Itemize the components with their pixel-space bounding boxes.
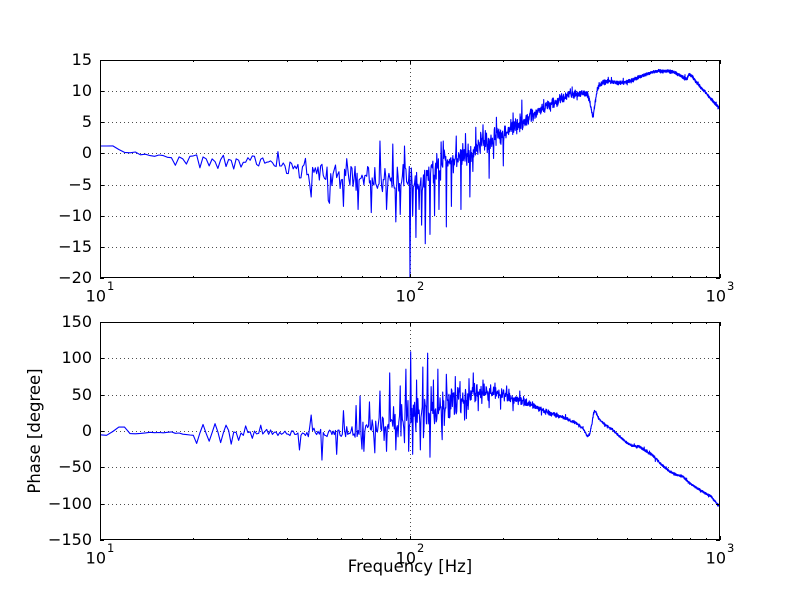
magnitude-axes — [100, 60, 721, 279]
x-tick-base: 10 — [395, 286, 417, 306]
magnitude-trace — [100, 68, 720, 278]
x-tick-exponent: 3 — [727, 541, 735, 556]
x-tick-base: 10 — [85, 286, 107, 306]
y-tick-label: 0 — [81, 421, 92, 440]
x-tick-label: 102 — [378, 541, 442, 568]
y-tick-label: 150 — [61, 312, 92, 331]
x-tick-exponent: 1 — [107, 541, 115, 556]
x-tick-exponent: 2 — [417, 541, 425, 556]
x-tick-label: 103 — [688, 541, 752, 568]
gridlines — [100, 322, 720, 540]
x-tick-exponent: 1 — [107, 279, 115, 294]
y-tick-label: 10 — [71, 81, 92, 101]
y-tick-label: −150 — [48, 530, 92, 549]
x-tick-label: 102 — [378, 279, 442, 306]
y-tick-label: 5 — [81, 112, 92, 132]
x-axis-label: Frequency [Hz] — [347, 557, 473, 576]
x-tick-label: 101 — [68, 541, 132, 568]
x-tick-exponent: 3 — [727, 279, 735, 294]
y-tick-label: −15 — [58, 236, 92, 256]
axes-frame — [100, 322, 720, 540]
gridlines — [100, 60, 720, 278]
y-tick-label: 100 — [61, 348, 92, 368]
x-tick-base: 10 — [705, 548, 727, 568]
phase-trace — [100, 351, 720, 508]
y-tick-label: −100 — [48, 493, 92, 513]
x-tick-label: 103 — [688, 279, 752, 306]
x-tick-exponent: 2 — [417, 279, 425, 294]
y-tick-label: 15 — [71, 50, 92, 69]
y-tick-label: −10 — [58, 205, 92, 225]
y-tick-label: 0 — [81, 143, 92, 163]
x-tick-base: 10 — [705, 286, 727, 306]
x-tick-base: 10 — [395, 548, 417, 568]
x-tick-base: 10 — [85, 548, 107, 568]
phase-axes — [100, 322, 721, 541]
axes-frame — [100, 60, 720, 278]
y-tick-label: 50 — [71, 384, 92, 404]
y-tick-label: −5 — [68, 174, 92, 194]
x-tick-label: 101 — [68, 279, 132, 306]
y-tick-label: −50 — [58, 457, 92, 477]
y-tick-label: −20 — [58, 268, 92, 287]
